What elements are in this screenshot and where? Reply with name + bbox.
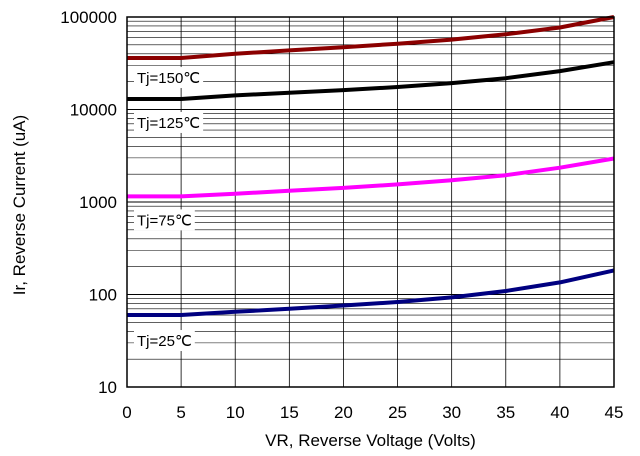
series-labels: Tj=150℃ Tj=125℃ Tj=75℃ Tj=25℃ (134, 67, 204, 352)
series-label-0: Tj=150℃ (134, 67, 204, 89)
x-tick-label: 10 (226, 403, 245, 422)
series-line-3 (127, 268, 615, 317)
series-label-background (134, 111, 204, 133)
y-axis-ticks: 10 100 1000 10000 100000 (60, 8, 117, 397)
y-axis-title: Ir, Reverse Current (uA) (10, 115, 29, 295)
grid (127, 17, 614, 387)
series-label-3: Tj=25℃ (134, 330, 195, 352)
x-tick-label: 30 (442, 403, 461, 422)
x-tick-label: 5 (176, 403, 185, 422)
series-label-1: Tj=125℃ (134, 111, 204, 133)
y-tick-label: 100 (89, 286, 117, 305)
y-tick-label: 10000 (70, 101, 117, 120)
series-label-text: Tj=125℃ (137, 115, 200, 132)
series-line-2 (127, 156, 615, 199)
series-label-background (134, 67, 204, 89)
x-axis-ticks: 0 5 10 15 20 25 30 35 40 45 (122, 403, 623, 422)
x-tick-label: 0 (122, 403, 131, 422)
x-tick-label: 40 (550, 403, 569, 422)
series-label-text: Tj=75℃ (137, 212, 192, 229)
series-label-background (134, 330, 195, 352)
series-lines (127, 15, 615, 317)
series-label-text: Tj=150℃ (137, 70, 200, 87)
series-label-2: Tj=75℃ (134, 209, 195, 231)
x-tick-label: 35 (496, 403, 515, 422)
series-label-background (134, 209, 195, 231)
y-tick-label: 10 (98, 378, 117, 397)
x-tick-label: 25 (388, 403, 407, 422)
series-label-text: Tj=25℃ (137, 333, 192, 350)
plot-frame (126, 16, 615, 388)
x-tick-label: 45 (605, 403, 624, 422)
y-tick-label: 1000 (79, 193, 117, 212)
x-tick-label: 20 (334, 403, 353, 422)
x-tick-label: 15 (280, 403, 299, 422)
x-axis-title: VR, Reverse Voltage (Volts) (265, 431, 476, 450)
series-line-1 (127, 60, 615, 101)
series-line-0 (127, 15, 615, 60)
y-tick-label: 100000 (60, 8, 117, 27)
